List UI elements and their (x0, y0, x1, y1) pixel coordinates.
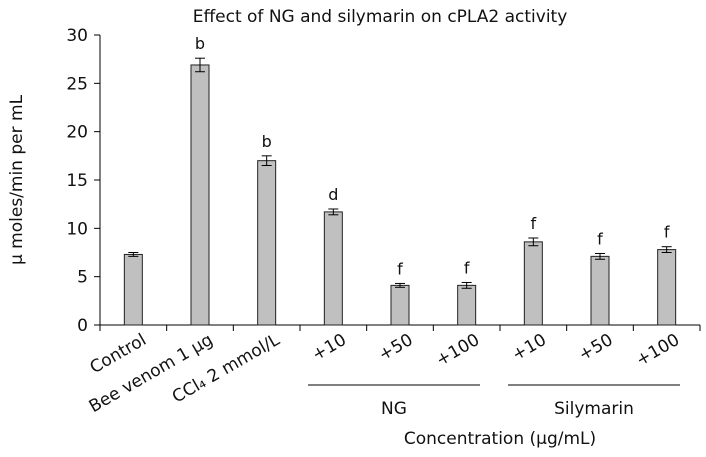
bar (657, 249, 677, 326)
x-tick-label: +10 (309, 330, 350, 365)
y-tick-label: 5 (77, 268, 88, 288)
y-tick-label: 25 (66, 74, 88, 94)
y-tick-label: 20 (66, 123, 88, 143)
chart-title: Effect of NG and silymarin on cPLA2 acti… (193, 7, 568, 27)
bar (457, 284, 477, 326)
x-tick-label: +50 (575, 330, 616, 365)
group-label: NG (381, 399, 407, 419)
significance-label: f (464, 258, 470, 277)
bar (190, 64, 210, 326)
bar (390, 284, 410, 326)
significance-label: b (262, 132, 272, 151)
bar (123, 253, 143, 326)
x-tick-label: +10 (509, 330, 550, 365)
significance-label: f (531, 214, 537, 233)
x-tick-label: +100 (433, 330, 483, 371)
x-tick-label: +50 (375, 330, 416, 365)
significance-label: d (328, 185, 338, 204)
significance-label: f (397, 259, 403, 278)
bar (257, 160, 277, 326)
y-axis-label: μ moles/min per mL (7, 94, 27, 265)
y-tick-label: 10 (66, 219, 88, 239)
significance-label: f (597, 229, 603, 248)
y-tick-label: 30 (66, 26, 88, 46)
bar (523, 241, 543, 326)
bar (323, 211, 343, 326)
y-tick-label: 0 (77, 316, 88, 336)
significance-label: f (664, 223, 670, 242)
x-axis-label: Concentration (μg/mL) (404, 429, 596, 449)
bar (590, 255, 610, 326)
x-tick-label: +100 (633, 330, 683, 371)
y-tick-label: 15 (66, 171, 88, 191)
significance-label: b (195, 34, 205, 53)
group-label: Silymarin (554, 399, 634, 419)
